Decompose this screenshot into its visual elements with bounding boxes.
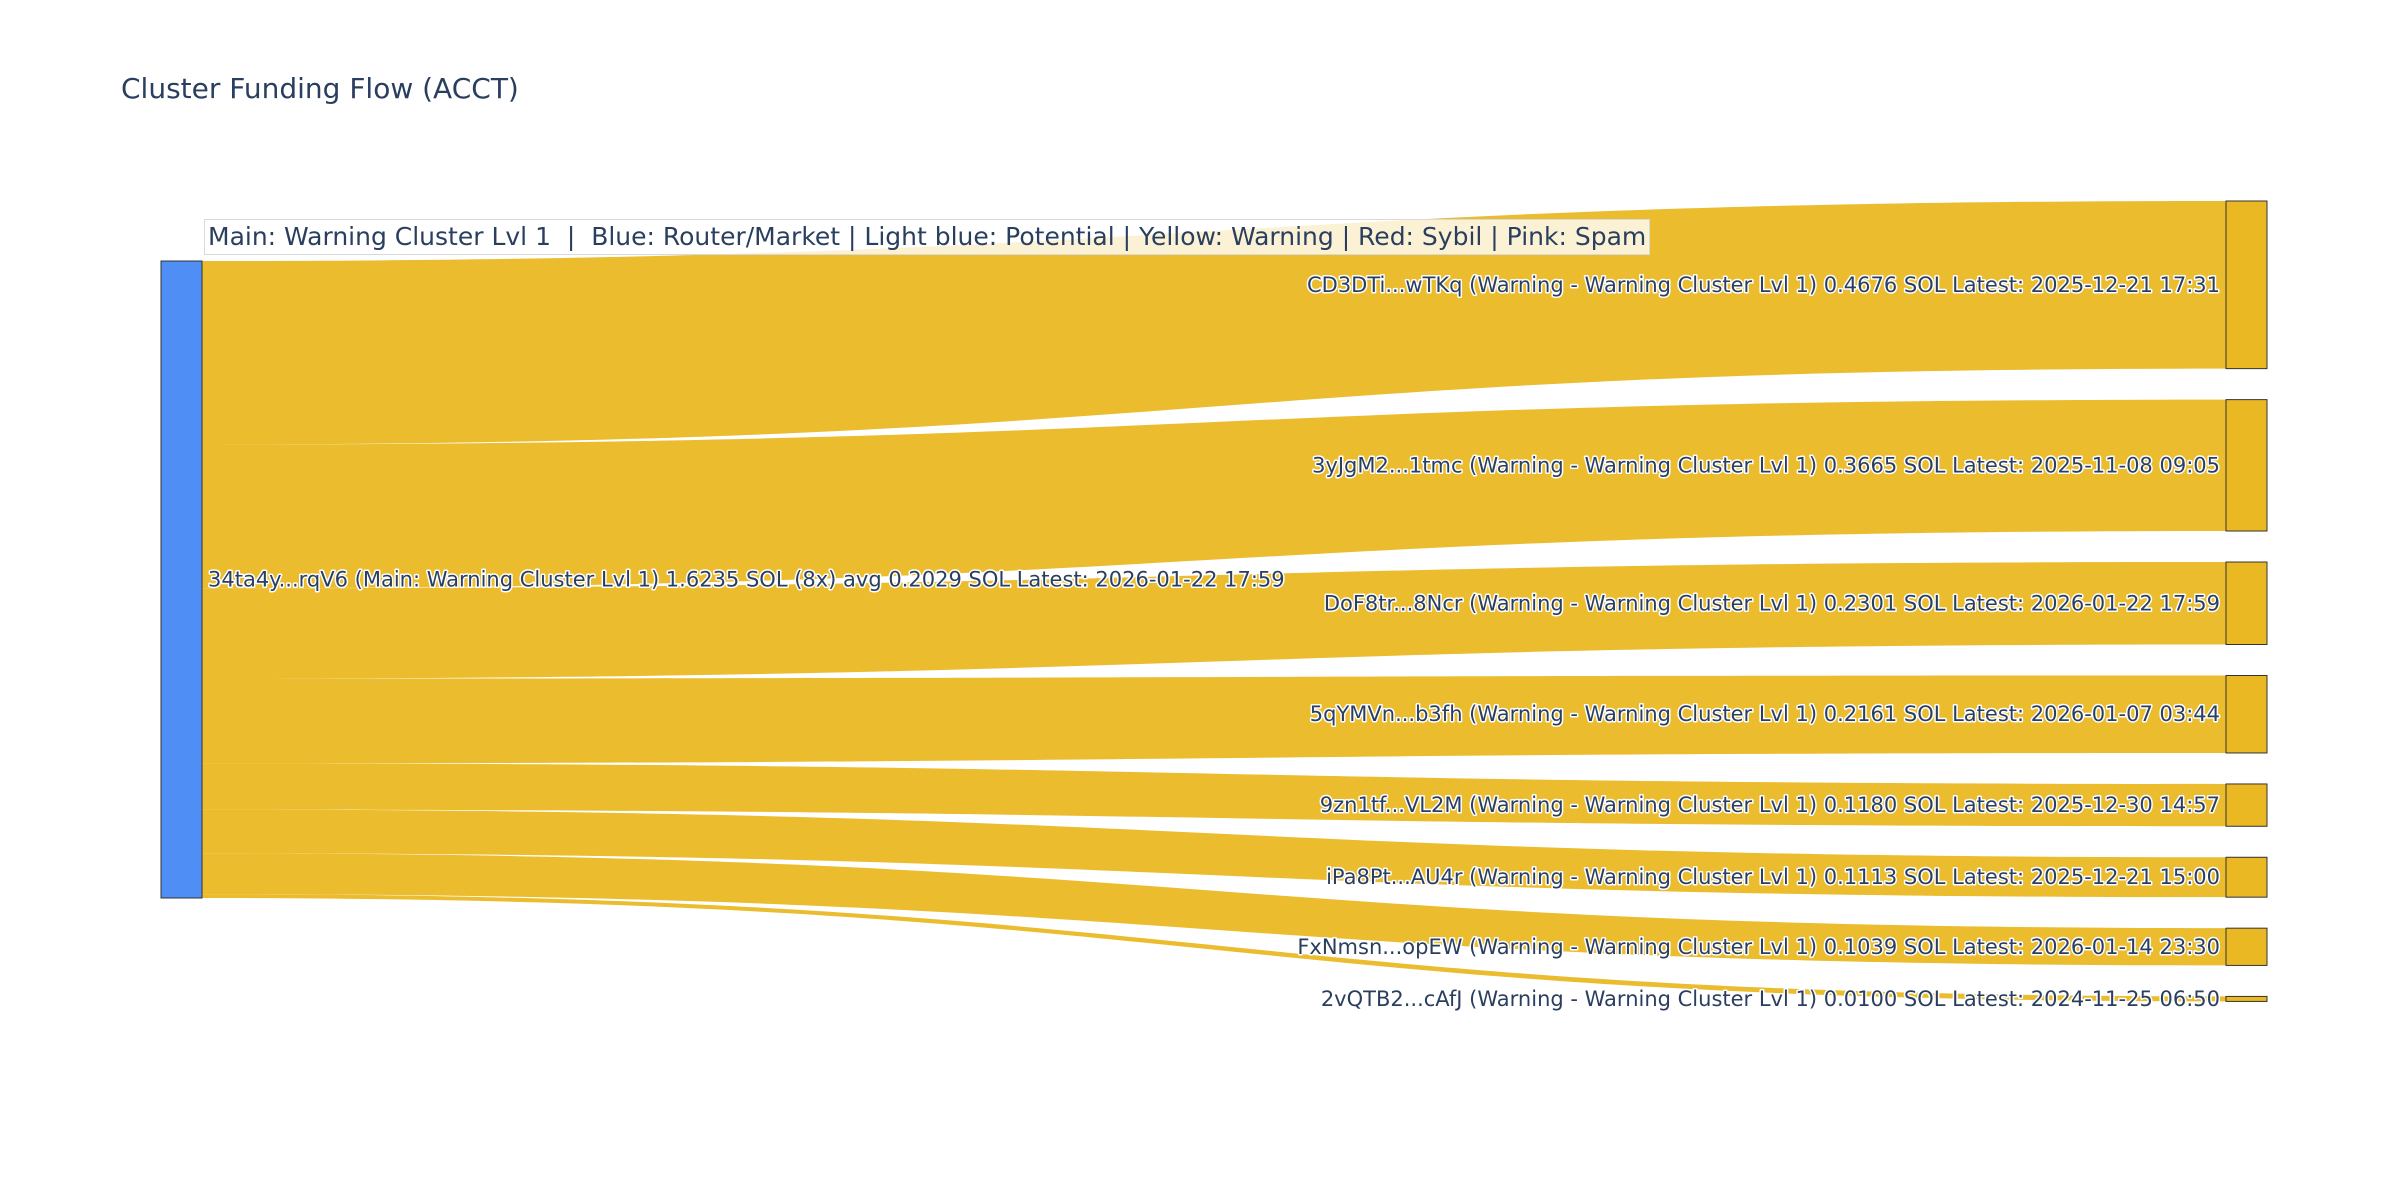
sankey-labels: 34ta4y...rqV6 (Main: Warning Cluster Lvl…	[207, 271, 2222, 1012]
sankey-link-2	[202, 562, 2226, 679]
sankey-link-4	[202, 763, 2226, 827]
target-node-label-4: 9zn1tf...VL2M (Warning - Warning Cluster…	[1320, 793, 2220, 817]
sankey-link-1	[202, 399, 2226, 589]
sankey-link-7	[202, 894, 2226, 1002]
target-node-label-1: 3yJgM2...1tmc (Warning - Warning Cluster…	[1312, 453, 2220, 477]
sankey-link-0	[202, 201, 2226, 445]
target-node-4	[2225, 783, 2268, 827]
target-node-label-6: FxNmsn...opEW (Warning - Warning Cluster…	[1297, 935, 2220, 959]
sankey-link-6	[202, 853, 2226, 966]
target-node-2	[2225, 561, 2268, 645]
sankey-links	[202, 201, 2226, 1002]
target-node-5	[2225, 856, 2268, 898]
sankey-link-5	[202, 809, 2226, 898]
sankey-link-3	[202, 675, 2226, 764]
source-node-label: 34ta4y...rqV6 (Main: Warning Cluster Lvl…	[208, 568, 1285, 592]
target-node-0	[2225, 200, 2268, 370]
target-node-3	[2225, 674, 2268, 754]
sankey-nodes	[160, 200, 2268, 1002]
target-node-label-0: CD3DTi...wTKq (Warning - Warning Cluster…	[1307, 273, 2220, 297]
target-node-1	[2225, 399, 2268, 532]
source-node	[160, 260, 203, 899]
target-node-label-7: 2vQTB2...cAfJ (Warning - Warning Cluster…	[1321, 987, 2220, 1011]
target-node-7	[2225, 995, 2268, 1002]
target-node-label-3: 5qYMVn...b3fh (Warning - Warning Cluster…	[1310, 702, 2220, 726]
legend-annotation: Main: Warning Cluster Lvl 1 | Blue: Rout…	[204, 219, 1651, 255]
target-node-6	[2225, 927, 2268, 966]
target-node-label-2: DoF8tr...8Ncr (Warning - Warning Cluster…	[1324, 591, 2220, 615]
target-node-label-5: iPa8Pt...AU4r (Warning - Warning Cluster…	[1326, 865, 2220, 889]
chart-title: Cluster Funding Flow (ACCT)	[121, 72, 519, 105]
